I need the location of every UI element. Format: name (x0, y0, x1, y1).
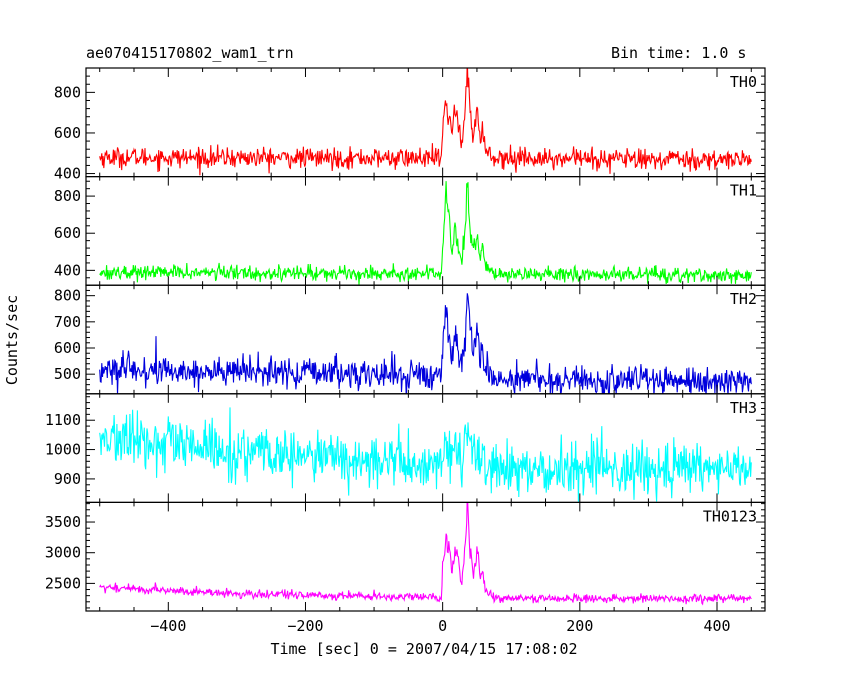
y-tick-label: 500 (54, 365, 81, 383)
panel-th3: 900 1000 1100 TH3 (45, 393, 766, 503)
y-axis-label: Counts/sec (3, 295, 21, 385)
x-tick-label: 200 (566, 617, 593, 635)
x-axis-label: Time [sec] 0 = 2007/04/15 17:08:02 (270, 640, 577, 658)
y-tick-label: 800 (54, 83, 81, 101)
x-tick-label: −200 (287, 617, 323, 635)
series-label-th1: TH1 (730, 182, 757, 200)
y-tick-label: 3000 (45, 544, 81, 562)
x-tick-label: 400 (703, 617, 730, 635)
panel-frame (85, 393, 766, 503)
y-tick-label: 700 (54, 313, 81, 331)
y-tick-label: 1000 (45, 441, 81, 459)
series-label-th0: TH0 (730, 73, 757, 91)
series-line-th1 (99, 181, 752, 285)
y-tick-label: 600 (54, 224, 81, 242)
panel-th0: 400 600 800 TH0 (54, 67, 766, 183)
series-line-th0 (99, 68, 752, 176)
y-tick-label: 900 (54, 470, 81, 488)
y-tick-label: 3500 (45, 513, 81, 531)
y-tick-label: 400 (54, 261, 81, 279)
x-tick-label: −400 (150, 617, 186, 635)
y-tick-label: 800 (54, 287, 81, 305)
series-label-th0123: TH0123 (703, 507, 757, 525)
series-line-th2 (99, 293, 752, 394)
panel-th2: 500 600 700 800 TH2 (54, 284, 766, 395)
y-tick-label: 600 (54, 124, 81, 142)
panel-th0123: 2500 3000 3500 TH0123 (45, 501, 766, 612)
y-tick-label: 400 (54, 165, 81, 183)
series-line-th0123 (99, 502, 752, 606)
panel-th1: 400 600 800 TH1 (54, 176, 766, 286)
chart-title: ae070415170802_wam1_trn (86, 44, 294, 62)
y-tick-label: 1100 (45, 411, 81, 429)
series-line-th3 (99, 407, 752, 502)
panels-layer: 400 600 800 TH0 400 600 800 TH1 500 600 700 800 TH2 9… (45, 67, 766, 635)
y-tick-label: 2500 (45, 574, 81, 592)
series-label-th3: TH3 (730, 399, 757, 417)
x-tick-label: 0 (438, 617, 447, 635)
y-tick-label: 600 (54, 339, 81, 357)
panel-frame (85, 501, 766, 612)
y-tick-label: 800 (54, 187, 81, 205)
series-label-th2: TH2 (730, 290, 757, 308)
bin-time-label: Bin time: 1.0 s (611, 44, 747, 62)
